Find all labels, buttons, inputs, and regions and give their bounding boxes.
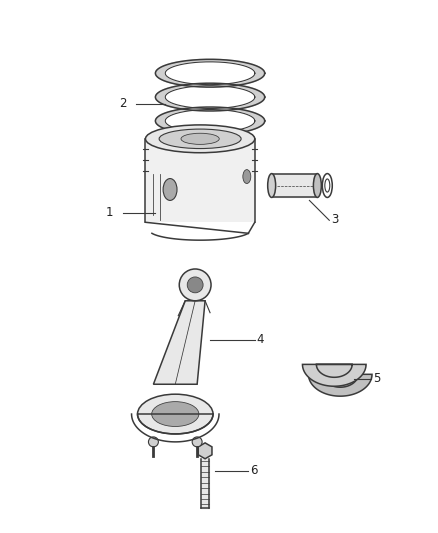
Text: 1: 1 xyxy=(106,206,113,219)
Text: 3: 3 xyxy=(331,213,339,227)
Text: 5: 5 xyxy=(373,372,380,385)
Polygon shape xyxy=(155,59,265,87)
Text: 6: 6 xyxy=(250,464,257,477)
Circle shape xyxy=(148,437,159,447)
Ellipse shape xyxy=(145,125,255,153)
Polygon shape xyxy=(155,83,265,111)
Polygon shape xyxy=(198,443,212,459)
Circle shape xyxy=(192,437,202,447)
Polygon shape xyxy=(165,62,255,85)
Polygon shape xyxy=(165,109,255,132)
Ellipse shape xyxy=(152,402,199,426)
Ellipse shape xyxy=(314,174,321,197)
Ellipse shape xyxy=(181,133,219,144)
Polygon shape xyxy=(303,365,366,386)
Ellipse shape xyxy=(138,394,213,434)
Polygon shape xyxy=(153,301,205,384)
Ellipse shape xyxy=(243,169,251,183)
Text: 2: 2 xyxy=(119,97,126,110)
Ellipse shape xyxy=(163,179,177,200)
Circle shape xyxy=(179,269,211,301)
Polygon shape xyxy=(145,139,255,222)
Polygon shape xyxy=(308,374,372,396)
Polygon shape xyxy=(155,107,265,135)
Ellipse shape xyxy=(325,179,330,192)
Ellipse shape xyxy=(159,129,241,149)
Circle shape xyxy=(187,277,203,293)
Ellipse shape xyxy=(268,174,276,197)
Polygon shape xyxy=(165,86,255,109)
Text: 4: 4 xyxy=(257,333,264,345)
